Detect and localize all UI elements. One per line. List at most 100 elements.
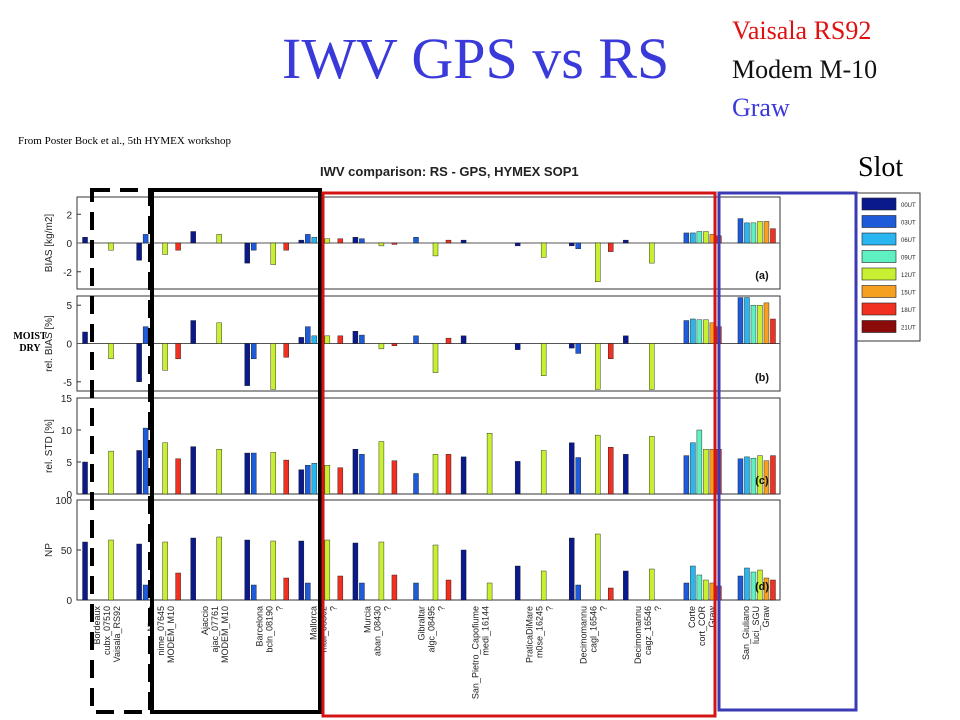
slot-swatch-18UT [861,302,897,316]
bar-09UT [750,222,757,244]
bar-12UT [649,568,655,601]
bar-12UT [162,541,168,601]
bar-00UT [190,446,196,495]
bar-00UT [352,449,359,495]
bar-12UT [216,322,222,344]
y-tick-label: -5 [63,378,72,389]
bar-12UT [108,242,114,251]
bar-06UT [744,222,750,244]
bar-18UT [175,572,181,601]
bar-03UT [413,237,419,244]
y-tick-label: 0 [66,490,72,501]
bar-03UT [575,457,581,495]
bar-18UT [283,577,289,601]
bar-12UT [270,540,276,601]
bar-00UT [298,337,305,344]
bar-12UT [432,343,439,373]
bar-09UT [750,571,757,601]
bar-00UT [460,456,467,495]
bar-06UT [744,456,750,495]
unknown-group-box [321,191,717,718]
bar-06UT [311,335,318,344]
bar-03UT [737,297,744,344]
station-label: aban_08430 [372,606,382,656]
bar-03UT [251,242,257,251]
bar-00UT [352,237,359,244]
bar-03UT [413,473,419,495]
bar-18UT [608,587,614,601]
bar-03UT [359,454,365,495]
station-label: ? [382,606,392,611]
source-credit: From Poster Bock et al., 5th HYMEX works… [18,135,231,147]
bar-12UT [703,319,709,344]
slot-label-18UT: 18UT [901,308,916,314]
station-label: ? [274,606,284,611]
bar-18UT [445,579,452,601]
bar-18UT [391,460,398,495]
bar-03UT [413,335,419,344]
bar-00UT [82,237,88,244]
station-label: Ajaccio [200,606,210,635]
y-axis-label: BIAS [kg/m2] [44,214,55,273]
bar-18UT [391,343,398,346]
bar-03UT [683,320,690,344]
slot-swatch-15UT [861,285,897,298]
bar-18UT [608,447,614,495]
bar-18UT [770,318,776,344]
bar-12UT [595,343,601,390]
bar-18UT [391,242,398,245]
station-label: cagz_16546 [643,606,653,655]
bar-00UT [352,542,359,601]
bar-12UT [378,441,385,495]
bar-06UT [690,318,696,344]
panel-tag: (c) [755,475,769,487]
bar-00UT [514,461,521,495]
bar-00UT [136,343,142,383]
bar-18UT [337,467,344,495]
bar-12UT [432,544,439,601]
bar-00UT [244,343,250,386]
bar-12UT [757,455,763,495]
bar-18UT [445,239,452,244]
station-label: ? [328,606,338,611]
bar-00UT [298,469,305,495]
slot-swatch-00UT [861,197,897,211]
panel-tag: (b) [755,372,769,384]
bar-00UT [82,461,88,495]
panel-frame [76,397,781,495]
slot-swatch-09UT [861,250,897,263]
bar-06UT [311,237,318,244]
slide-title: IWV GPS vs RS [282,26,670,91]
bar-00UT [569,442,575,495]
bar-12UT [324,539,331,601]
y-tick-label: 10 [61,426,73,437]
bar-03UT [683,582,690,601]
slot-label: Slot [858,152,904,183]
panel-d: 0 50 100 NP (d) [44,496,781,607]
panel-a: -2 0 2 BIAS [kg/m2] (a) [44,196,781,290]
station-label: Bordeaux [92,606,102,645]
station-label: nime_07645 [156,606,166,656]
bar-18UT [770,579,776,601]
bar-12UT [432,454,439,495]
bar-12UT [432,242,439,257]
bar-06UT [690,232,696,244]
station-label: luci_SGU [751,606,761,644]
bar-12UT [324,335,331,344]
bar-00UT [82,541,88,601]
bar-12UT [216,234,222,244]
bar-12UT [270,452,276,495]
station-label: Corte [687,606,697,628]
legend-vaisala: Vaisala RS92 [732,16,872,45]
bar-00UT [244,242,250,264]
bar-03UT [683,455,690,495]
station-label: ? [599,606,609,611]
bar-03UT [251,343,257,360]
moist-label: MOIST [13,331,47,342]
bar-12UT [162,343,168,371]
station-label: medi_16144 [481,606,491,656]
bar-12UT [649,242,655,264]
bar-12UT [757,221,763,244]
bar-12UT [540,242,547,258]
bar-00UT [460,239,467,244]
